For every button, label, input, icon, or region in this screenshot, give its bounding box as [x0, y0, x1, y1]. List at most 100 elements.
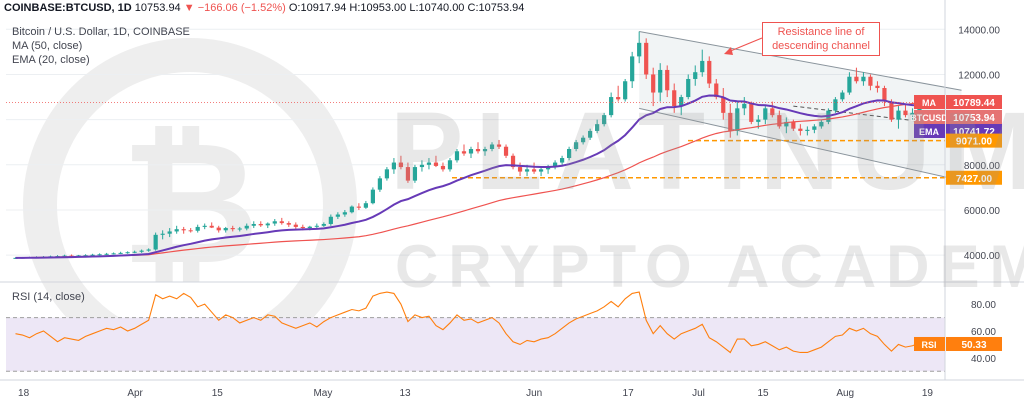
tag-level-7427-value-box: [946, 170, 1002, 185]
candle-body: [665, 69, 670, 91]
tag-ma-value-box: [946, 95, 1002, 109]
rsi-tick-label: 40.00: [971, 354, 996, 365]
candle-body: [83, 255, 88, 257]
price-tick-label: 4000.00: [964, 251, 1001, 262]
resistance-annotation: Resistance line of descending channel: [762, 22, 880, 56]
annotation-arrowhead: [724, 47, 733, 55]
candle-body: [209, 225, 214, 228]
legend-title: Bitcoin / U.S. Dollar, 1D, COINBASE: [12, 26, 190, 38]
candle-body: [545, 167, 551, 170]
candle-body: [567, 149, 572, 159]
candle-body: [819, 121, 824, 127]
candle-body: [510, 155, 516, 168]
candle-body: [272, 221, 277, 224]
candle-body: [461, 151, 467, 154]
watermark-text-1: PLATINUM: [390, 90, 1024, 213]
candle-body: [188, 230, 193, 232]
candle-body: [700, 60, 705, 73]
open-label: O:: [288, 2, 301, 14]
candle-body: [588, 130, 593, 138]
tag-level-7427: 7427.00: [946, 170, 1002, 185]
candle-body: [798, 128, 803, 131]
candle-body: [910, 112, 915, 116]
candle-body: [398, 162, 404, 168]
watermark-bitcoin-glyph: ₿: [121, 105, 260, 303]
candle-body: [391, 162, 397, 170]
rsi-line: [15, 291, 934, 354]
channel-upper-line: [639, 31, 962, 91]
candle-body: [609, 97, 614, 116]
candle-body: [118, 252, 123, 254]
candle-body: [468, 149, 474, 154]
candle-body: [314, 225, 319, 227]
candle-body: [181, 229, 186, 231]
candle-body: [433, 162, 439, 166]
candle-body: [13, 257, 18, 259]
candle-body: [90, 254, 95, 256]
candle-body: [903, 110, 908, 116]
tag-ma-value: 10789.44: [953, 98, 995, 109]
high-label: H:: [349, 2, 361, 14]
tag-ema-value: 10741.72: [953, 127, 995, 138]
candle-body: [777, 115, 782, 127]
candle-body: [854, 76, 859, 82]
close-label: C:: [467, 2, 479, 14]
tag-ema-label: EMA: [919, 127, 940, 137]
support-levels: [452, 139, 945, 179]
candle-body: [139, 250, 144, 252]
candle-body: [882, 88, 887, 102]
candle-body: [489, 144, 495, 149]
tag-rsi-value-box: [946, 336, 1002, 351]
legend-ma: MA (50, close): [12, 40, 83, 52]
candle-body: [377, 178, 382, 190]
candle-body: [97, 254, 102, 256]
candle-body: [791, 121, 796, 129]
candle-body: [160, 233, 165, 235]
candle-body: [812, 126, 817, 130]
date-tick-label: 15: [758, 388, 770, 399]
date-tick-label: 18: [18, 388, 30, 399]
ema-20-line: [15, 94, 934, 259]
candle-body: [721, 97, 726, 113]
date-tick-label: Jun: [526, 388, 542, 399]
candle-body: [76, 255, 81, 257]
rsi-band: [6, 317, 945, 372]
date-tick-label: 17: [623, 388, 635, 399]
candle-body: [230, 228, 235, 230]
candle-body: [623, 81, 628, 100]
candle-body: [889, 101, 894, 120]
candle-body: [384, 169, 390, 179]
tag-level-9071-value: 9071.00: [956, 137, 993, 148]
candle-body: [630, 56, 635, 82]
candle-body: [637, 42, 642, 57]
candle-body: [756, 119, 761, 122]
candle-body: [216, 227, 221, 231]
candle-body: [475, 149, 481, 152]
tag-btcusd-label: BTCUSD: [910, 113, 948, 123]
price-tick-label: 14000.00: [958, 25, 1000, 36]
candle-body: [244, 225, 249, 229]
candle-body: [405, 167, 411, 181]
candle-body: [496, 144, 502, 147]
candle-body: [104, 253, 109, 255]
price-tags: MA 10789.44 BTCUSD 10753.94 EMA 10741.729071.…: [910, 95, 1002, 351]
candle-body: [728, 112, 733, 131]
tag-rsi-value: 50.33: [961, 340, 986, 351]
candle-body: [679, 97, 684, 107]
candle-body: [714, 83, 719, 98]
candle-body: [195, 226, 200, 231]
candle-body: [146, 249, 151, 251]
candle-body: [686, 78, 691, 98]
candle-body: [202, 225, 207, 227]
channel-fill: [639, 31, 962, 181]
candle-body: [307, 226, 312, 229]
watermark-text-2: CRYPTO ACADEMY: [395, 233, 1024, 300]
low-label: L:: [409, 2, 419, 14]
watermark-logo: ₿: [23, 38, 357, 372]
date-tick-label: 15: [212, 388, 224, 399]
tag-ma: MA 10789.44: [914, 95, 1002, 109]
close-value: 10753.94: [478, 2, 525, 14]
channel-lower-line: [639, 107, 962, 182]
candle-body: [174, 229, 179, 232]
date-tick-label: Aug: [836, 388, 854, 399]
